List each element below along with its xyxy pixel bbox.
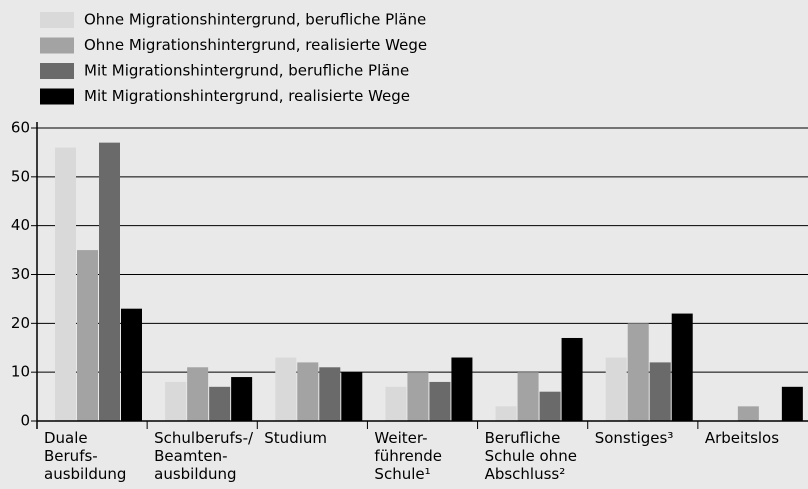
x-tick-label: Weiter-führende Schule¹ [374,429,442,483]
legend-swatch [40,12,74,28]
legend-label: Mit Migrationshintergrund, berufliche Pl… [84,62,409,80]
bar [781,386,803,421]
bar [297,362,319,421]
bar [649,362,671,421]
bar [539,391,561,421]
bar [605,357,627,421]
x-tick-label: Berufliche Schule ohne Abschluss² [485,429,577,483]
bar [55,147,76,422]
bar [165,381,187,421]
bar [77,250,98,421]
y-tick-label: 10 [11,363,30,381]
bar [517,372,539,421]
bar [671,313,693,421]
bar [451,357,473,421]
bar [429,381,451,421]
bar [407,372,429,421]
bar [187,367,209,421]
bar [319,367,341,421]
legend-swatch [40,37,74,54]
y-tick-label: 0 [20,412,30,430]
y-tick-label: 40 [11,216,30,234]
legend-label: Ohne Migrationshintergrund, berufliche P… [84,11,426,29]
x-tick-label: Sonstiges³ [595,429,674,447]
bar [341,372,363,421]
x-tick-label: Studium [264,429,327,447]
bar [385,386,407,421]
bar [495,406,517,421]
bar [99,142,120,421]
legend-label: Mit Migrationshintergrund, realisierte W… [84,87,410,105]
y-tick-label: 50 [11,167,30,185]
x-tick-label: Arbeitslos [705,429,779,447]
y-tick-label: 20 [11,314,30,332]
legend-label: Ohne Migrationshintergrund, realisierte … [84,36,427,54]
y-tick-label: 30 [11,265,30,283]
legend-swatch [40,88,74,105]
legend-swatch [40,63,74,79]
bar [209,386,231,421]
bar [561,337,583,421]
bar [627,323,649,421]
bar [231,377,253,421]
x-tick-label: Schulberufs-/Beamten-ausbildung [154,429,254,483]
y-tick-label: 60 [11,119,30,137]
x-tick-label: Duale Berufs-ausbildung [44,429,126,483]
bar [275,357,297,421]
bar [737,406,759,421]
bar [121,308,142,421]
